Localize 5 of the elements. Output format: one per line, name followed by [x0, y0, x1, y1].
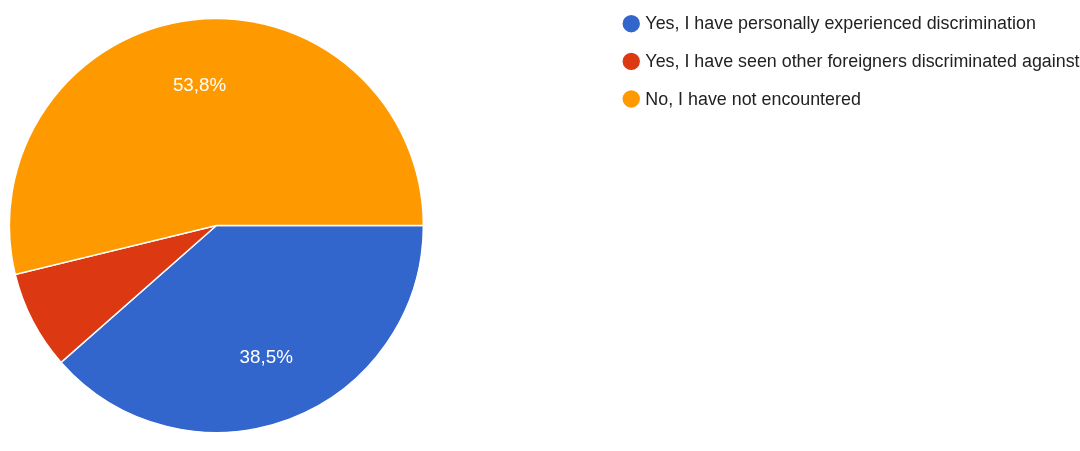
legend-label: Yes, I have seen other foreigners discriminated against: [645, 50, 1080, 71]
legend-label: No, I have not encountered: [645, 88, 861, 109]
data-label: 53,8%: [172, 74, 227, 96]
legend-label: Yes, I have personally experienced discrimination: [645, 13, 1036, 34]
data-label: 38,5%: [239, 346, 294, 368]
